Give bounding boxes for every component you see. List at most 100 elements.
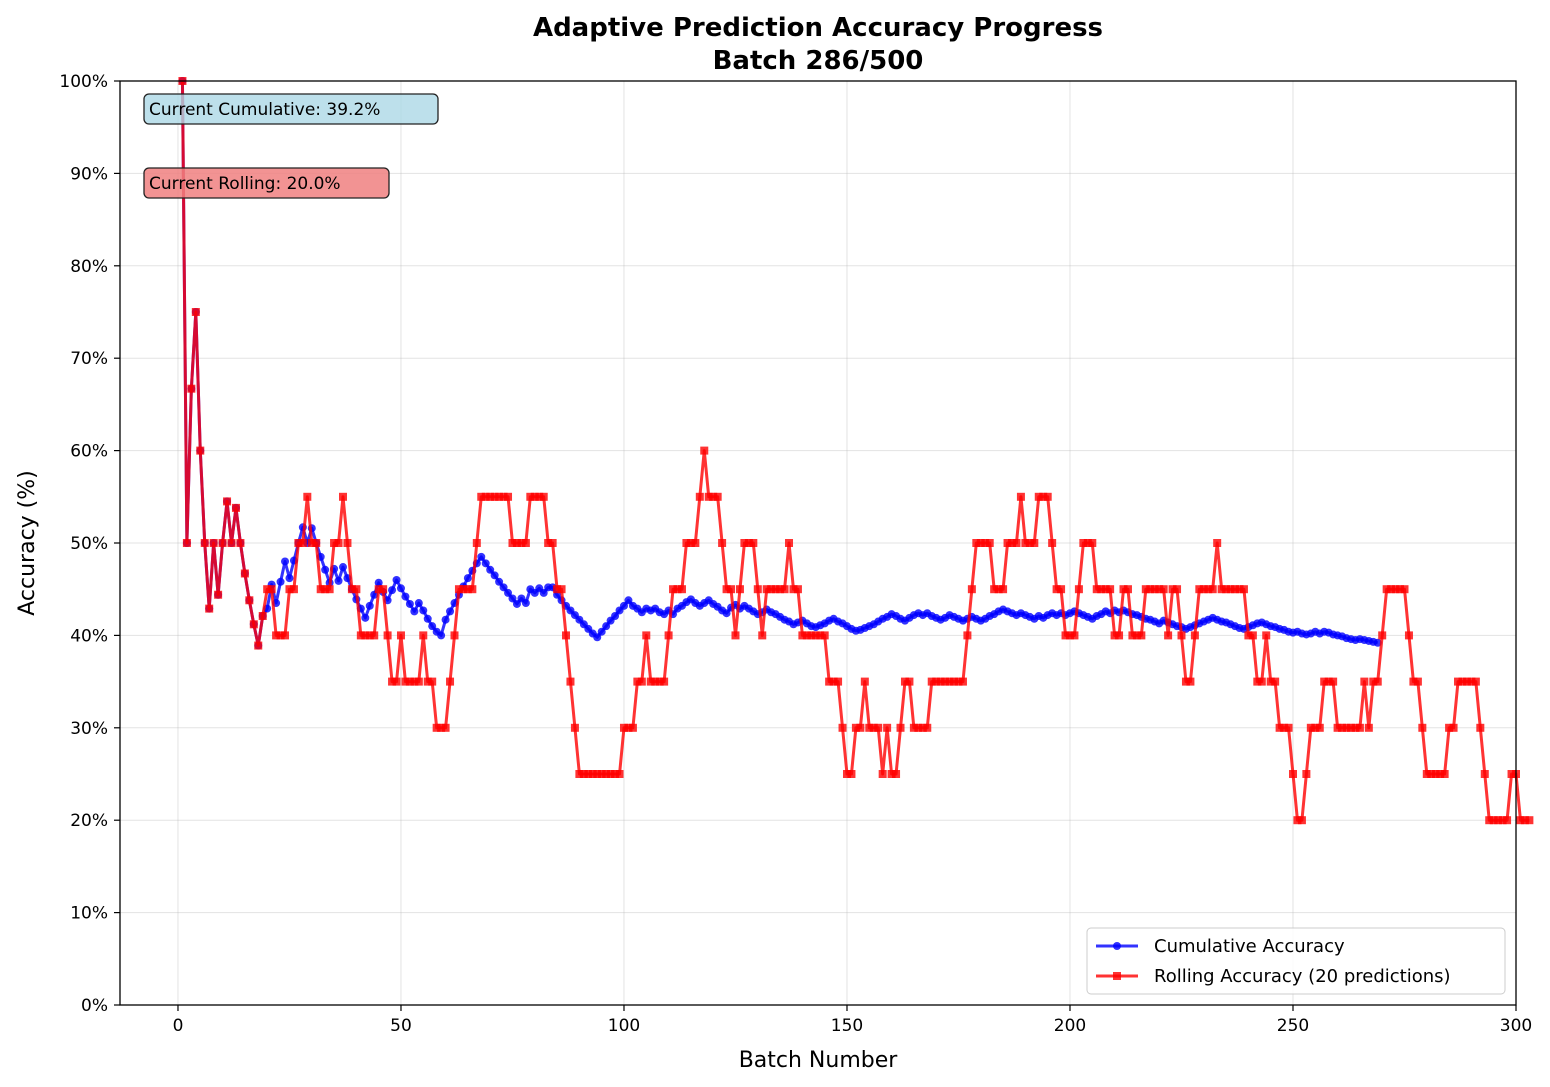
y-tick-label: 80% [70,257,108,277]
data-point [289,585,298,594]
y-tick-label: 90% [70,164,108,184]
data-point [459,585,468,594]
data-point [361,613,370,622]
data-point [1155,585,1164,594]
data-point [1239,585,1248,594]
data-point [1217,585,1226,594]
data-point [1503,816,1512,825]
data-point [851,723,860,732]
data-point [481,492,490,501]
data-point [281,557,290,566]
data-point [802,631,811,640]
data-point [414,599,423,608]
data-point [923,723,932,732]
data-point [267,585,276,594]
x-tick-label: 100 [608,1016,640,1036]
data-point [1012,539,1021,547]
data-point [379,585,388,594]
data-point [905,677,914,686]
data-point [677,585,686,594]
data-point [512,539,521,547]
data-point [316,585,325,594]
data-point [941,677,950,686]
data-point [437,723,446,732]
data-point [1079,539,1088,547]
data-point [1311,723,1320,732]
data-point [499,492,508,501]
data-point [334,539,343,547]
data-point [593,633,602,642]
data-point [1168,585,1177,594]
data-point [624,596,633,605]
data-point [200,539,209,547]
data-point [1034,492,1043,501]
data-point [419,606,428,615]
data-point [1396,585,1405,594]
data-point [914,723,923,732]
data-point [1106,585,1115,594]
data-point [994,585,1003,594]
data-point [1525,816,1534,825]
data-point [356,631,365,640]
data-point [1043,492,1052,501]
data-point [896,723,905,732]
data-point [419,631,428,640]
data-point [602,622,611,631]
data-point [1248,631,1257,640]
data-point [361,631,370,640]
data-point [927,677,936,686]
data-point [347,585,356,594]
data-point [481,559,490,568]
data-point [847,770,856,778]
data-point [486,565,495,574]
data-point [1115,631,1124,640]
data-point [990,585,999,594]
data-point [191,308,200,316]
legend-rolling-marker [1113,972,1121,980]
y-tick-label: 20% [70,811,108,831]
y-tick-label: 50% [70,534,108,554]
x-tick-label: 300 [1500,1016,1532,1036]
data-point [437,631,446,640]
data-point [1400,585,1409,594]
data-point [950,677,959,686]
data-point [1208,585,1217,594]
data-point [816,631,825,640]
data-point [887,770,896,778]
data-point [1039,492,1048,501]
data-point [499,583,508,592]
data-point [1266,677,1275,686]
data-point [1181,677,1190,686]
data-point [856,723,865,732]
data-point [798,631,807,640]
data-point [1462,677,1471,686]
data-point [1427,770,1436,778]
data-point [860,677,869,686]
data-point [1275,723,1284,732]
annotation-rolling-text: Current Rolling: 20.0% [149,174,341,194]
data-point [1074,585,1083,594]
data-point [1476,723,1485,732]
data-point [709,492,718,501]
data-point [196,446,205,455]
data-point [686,539,695,547]
x-axis-label: Batch Number [739,1048,899,1073]
data-point [1333,723,1342,732]
data-point [396,631,405,640]
data-point [1445,723,1454,732]
data-point [562,631,571,640]
data-point [530,492,539,501]
data-point [624,723,633,732]
data-point [1364,723,1373,732]
data-point [508,539,517,547]
data-point [575,770,584,778]
y-tick-label: 100% [59,72,108,92]
data-point [780,585,789,594]
data-point [1177,631,1186,640]
data-point [432,723,441,732]
data-point [392,677,401,686]
data-point [749,539,758,547]
y-axis-ticks: 0% 10% 20% 30% 40% 50% 60% 70% 80% 90% 100% [59,72,120,1016]
data-point [1351,723,1360,732]
